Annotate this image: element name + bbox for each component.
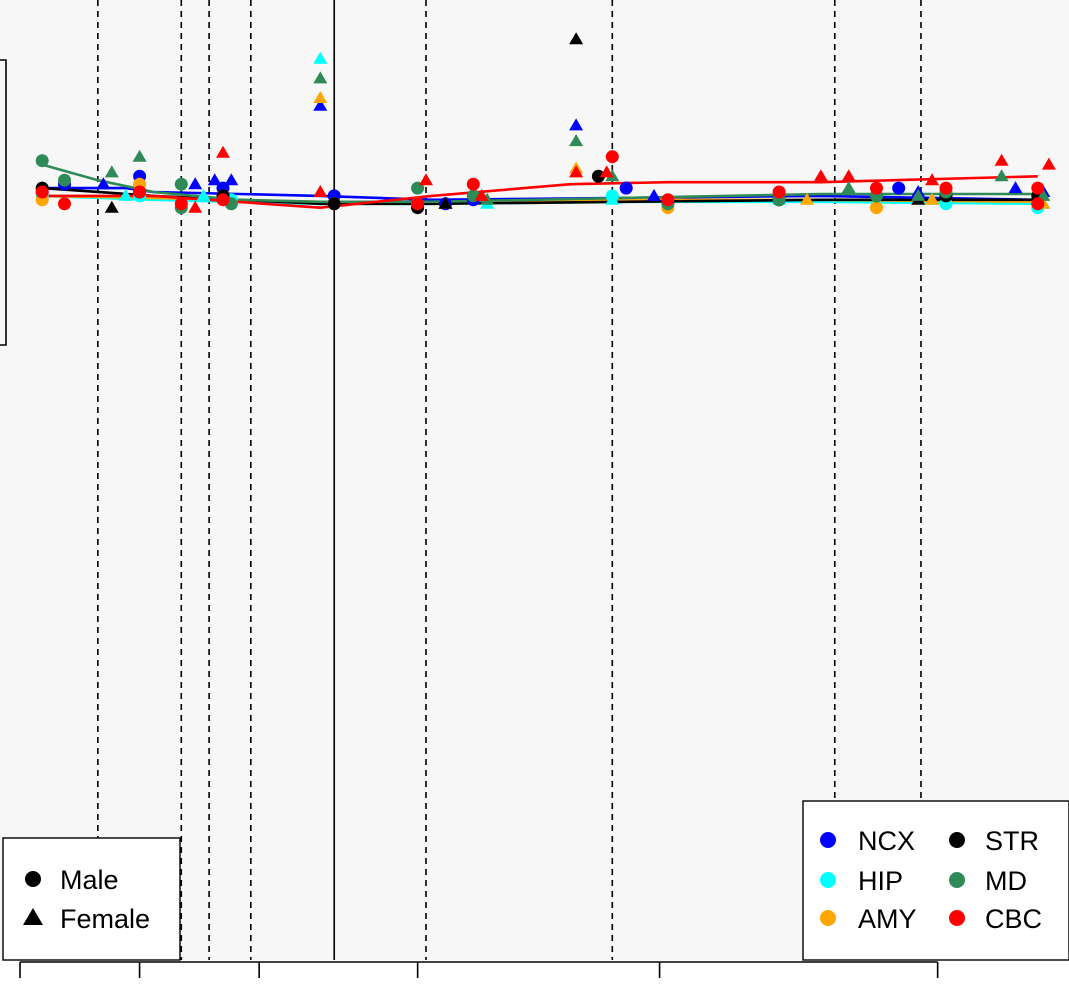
- legend-label-female: Female: [60, 904, 150, 934]
- trend-line-md: [41, 163, 1038, 204]
- point-ncx-female: [313, 98, 328, 111]
- legend-swatch-amy: [820, 910, 836, 926]
- point-cbc-male: [605, 150, 619, 164]
- point-cbc-male: [133, 185, 147, 199]
- point-ncx-female: [207, 173, 222, 186]
- point-md-male: [35, 154, 49, 168]
- point-ncx-female: [647, 188, 661, 201]
- point-cbc-female: [1041, 157, 1056, 170]
- point-cbc-female: [474, 188, 489, 201]
- point-str-male: [591, 169, 605, 183]
- point-md-female: [911, 188, 926, 201]
- point-md-female: [132, 149, 147, 162]
- legend-swatch-cbc: [949, 910, 965, 926]
- point-amy-female: [313, 91, 328, 103]
- point-cbc-female: [925, 173, 940, 186]
- point-cbc-male: [466, 177, 480, 191]
- point-cbc-female: [419, 173, 433, 186]
- point-str-female: [438, 196, 453, 209]
- point-hip-female: [605, 192, 620, 205]
- point-cbc-female: [994, 153, 1009, 166]
- legend-swatch-hip: [820, 872, 836, 888]
- legend-label-str: STR: [985, 826, 1039, 856]
- trend-line-ncx: [42, 186, 1038, 202]
- point-ncx-male: [892, 181, 906, 195]
- point-cbc-male: [661, 193, 675, 207]
- point-hip-female: [118, 188, 133, 201]
- point-md-female: [104, 165, 119, 178]
- point-str-male: [327, 197, 341, 211]
- point-cbc-male: [411, 197, 425, 211]
- legend-label-cbc: CBC: [985, 904, 1042, 934]
- partial-legend-frame: [0, 59, 7, 346]
- point-ncx-female: [569, 118, 584, 131]
- point-cbc-female: [599, 165, 614, 178]
- legend-label-male: Male: [60, 865, 119, 895]
- region-legend: NCX STR HIP MD AMY CBC: [802, 800, 1069, 961]
- point-cbc-male: [1031, 181, 1045, 195]
- point-ncx-female: [188, 177, 203, 190]
- legend-swatch-md: [949, 872, 965, 888]
- point-amy-female: [925, 192, 940, 205]
- point-ncx-female: [1008, 181, 1023, 194]
- sex-legend-box: [2, 837, 181, 961]
- point-md-female: [313, 71, 328, 84]
- point-str-female: [569, 32, 584, 45]
- point-cbc-female: [188, 200, 203, 213]
- point-cbc-male: [772, 185, 786, 199]
- point-cbc-female: [216, 145, 230, 158]
- point-hip-female: [313, 51, 328, 64]
- point-cbc-male: [870, 181, 883, 195]
- legend-label-ncx: NCX: [858, 826, 915, 856]
- legend-label-md: MD: [985, 866, 1027, 896]
- point-ncx-male: [619, 181, 633, 195]
- point-cbc-male: [35, 185, 49, 199]
- point-cbc-female: [569, 165, 584, 178]
- legend-label-amy: AMY: [858, 904, 917, 934]
- point-amy-male: [870, 201, 883, 215]
- point-hip-female: [196, 188, 211, 201]
- point-cbc-male: [939, 181, 953, 195]
- legend-swatch-str: [949, 832, 965, 848]
- point-cbc-female: [313, 185, 328, 197]
- point-md-male: [58, 173, 71, 187]
- point-cbc-male: [1031, 197, 1045, 211]
- point-ncx-female: [96, 177, 111, 190]
- legend-swatch-ncx: [820, 832, 836, 848]
- x-axis: [19, 961, 939, 978]
- point-md-female: [841, 181, 856, 194]
- point-md-female: [994, 169, 1009, 182]
- point-cbc-male: [174, 197, 188, 211]
- plot-background: [0, 0, 1069, 960]
- point-cbc-female: [841, 169, 856, 182]
- sex-legend: Male Female: [2, 837, 181, 961]
- point-cbc-female: [813, 169, 828, 182]
- point-str-female: [104, 200, 119, 213]
- point-md-male: [174, 177, 188, 191]
- point-md-female: [569, 134, 584, 147]
- point-cbc-male: [58, 197, 71, 211]
- female-symbol: [23, 908, 43, 925]
- legend-label-hip: HIP: [858, 866, 903, 896]
- data-points: [35, 32, 1056, 215]
- point-cbc-male: [216, 193, 230, 207]
- region-legend-box: [802, 800, 1069, 961]
- point-ncx-female: [224, 173, 239, 186]
- male-symbol: [25, 871, 41, 887]
- point-amy-female: [800, 192, 814, 205]
